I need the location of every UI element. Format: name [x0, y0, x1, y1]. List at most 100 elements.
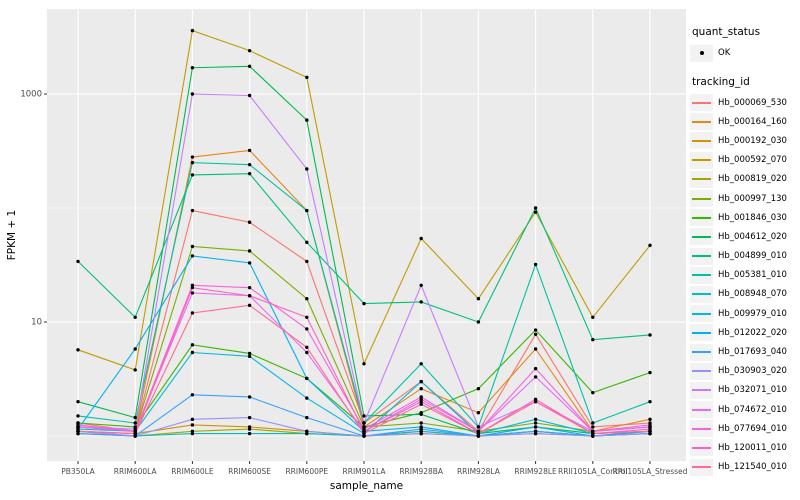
legend-tracking-id-title: tracking_id [692, 76, 750, 88]
data-point [305, 376, 309, 381]
data-point [533, 366, 538, 371]
x-tick-label: RRIM928LE [514, 467, 557, 476]
legend-item-Hb_000819_020: Hb_000819_020 [690, 170, 800, 188]
legend: quant_status OK tracking_id Hb_000069_53… [690, 26, 800, 478]
data-point [247, 249, 252, 253]
data-point [419, 236, 423, 241]
legend-key-box [690, 285, 713, 303]
x-axis-title: sample_name [330, 480, 403, 492]
legend-line-swatch-icon [692, 427, 711, 430]
data-point [76, 414, 80, 418]
legend-line-swatch-icon [692, 178, 711, 181]
legend-line-swatch-icon [692, 216, 711, 219]
legend-item-label: Hb_030903_020 [718, 366, 787, 377]
data-point [190, 208, 195, 213]
data-point [190, 423, 195, 427]
data-point [190, 244, 195, 249]
y-axis-title: FPKM + 1 [6, 210, 18, 260]
data-point [133, 368, 137, 372]
data-point [76, 399, 80, 404]
data-point [533, 425, 538, 429]
legend-item-label: Hb_120011_010 [718, 442, 787, 453]
legend-line-swatch-icon [692, 255, 711, 258]
x-tick-label: PB350LA [61, 467, 95, 476]
data-point [247, 351, 252, 356]
data-point [76, 429, 80, 433]
legend-key-box [690, 132, 713, 150]
legend-line-swatch-icon [692, 351, 711, 354]
legend-item-Hb_000997_130: Hb_000997_130 [690, 190, 800, 208]
data-point [476, 425, 481, 429]
data-point [247, 162, 252, 167]
legend-item-Hb_077694_010: Hb_077694_010 [690, 420, 800, 438]
legend-item-Hb_001846_030: Hb_001846_030 [690, 209, 800, 227]
data-point [591, 434, 595, 438]
data-point [305, 75, 309, 80]
legend-item-Hb_005381_010: Hb_005381_010 [690, 266, 800, 284]
data-point [476, 297, 481, 301]
legend-key-box [690, 401, 713, 419]
legend-key-box [690, 151, 713, 169]
legend-quant-status-title: quant_status [692, 26, 761, 38]
data-point [190, 311, 195, 315]
legend-line-swatch-icon [692, 120, 711, 123]
legend-item-Hb_008948_070: Hb_008948_070 [690, 285, 800, 303]
data-point [476, 386, 481, 391]
legend-key-box [690, 324, 713, 342]
data-point [362, 431, 366, 436]
data-point [533, 417, 538, 422]
data-point [133, 315, 137, 319]
data-point [190, 291, 195, 295]
y-tick-label: 10 [31, 318, 42, 328]
data-point [305, 315, 309, 319]
data-point [648, 429, 652, 433]
data-point [591, 337, 595, 342]
data-point [247, 395, 252, 399]
data-point [419, 386, 423, 391]
legend-key-box [690, 305, 713, 323]
data-point [247, 93, 252, 98]
data-point [190, 254, 195, 258]
data-point [533, 347, 538, 351]
data-point [648, 399, 652, 404]
data-point [190, 283, 195, 287]
data-point [419, 379, 423, 384]
legend-item-label: Hb_012022_020 [718, 327, 787, 338]
data-point [419, 362, 423, 366]
data-point [591, 315, 595, 319]
data-point [247, 427, 252, 431]
data-point [419, 283, 423, 287]
data-point [76, 423, 80, 427]
x-tick-label: RRII105LA_Stressed [613, 467, 688, 476]
legend-item-Hb_004899_010: Hb_004899_010 [690, 247, 800, 265]
data-point [591, 390, 595, 395]
legend-item-label: Hb_017693_040 [718, 347, 787, 358]
legend-key-box [690, 170, 713, 188]
legend-tracking-id-items: Hb_000069_530 Hb_000164_160 Hb_000192_030 H… [690, 94, 800, 476]
data-point [533, 397, 538, 401]
data-point [190, 350, 195, 355]
legend-key-box [690, 44, 713, 62]
legend-item-label: Hb_004899_010 [718, 251, 787, 262]
data-point [305, 350, 309, 355]
data-point [190, 393, 195, 397]
data-point [247, 220, 252, 224]
legend-key-box [690, 94, 713, 112]
legend-item-label: Hb_000592_070 [718, 155, 787, 166]
legend-line-swatch-icon [692, 139, 711, 142]
legend-line-swatch-icon [692, 389, 711, 392]
data-point [419, 427, 423, 431]
data-point [247, 431, 252, 436]
data-point [533, 431, 538, 436]
data-point [247, 171, 252, 176]
legend-item-Hb_012022_020: Hb_012022_020 [690, 324, 800, 342]
legend-ok-label: OK [718, 48, 731, 58]
data-point [133, 421, 137, 425]
x-tick-label: RRIM600PE [285, 467, 328, 476]
data-point [419, 431, 423, 436]
data-point [533, 332, 538, 337]
data-point [419, 399, 423, 404]
legend-item-Hb_017693_040: Hb_017693_040 [690, 343, 800, 361]
data-point [419, 402, 423, 406]
